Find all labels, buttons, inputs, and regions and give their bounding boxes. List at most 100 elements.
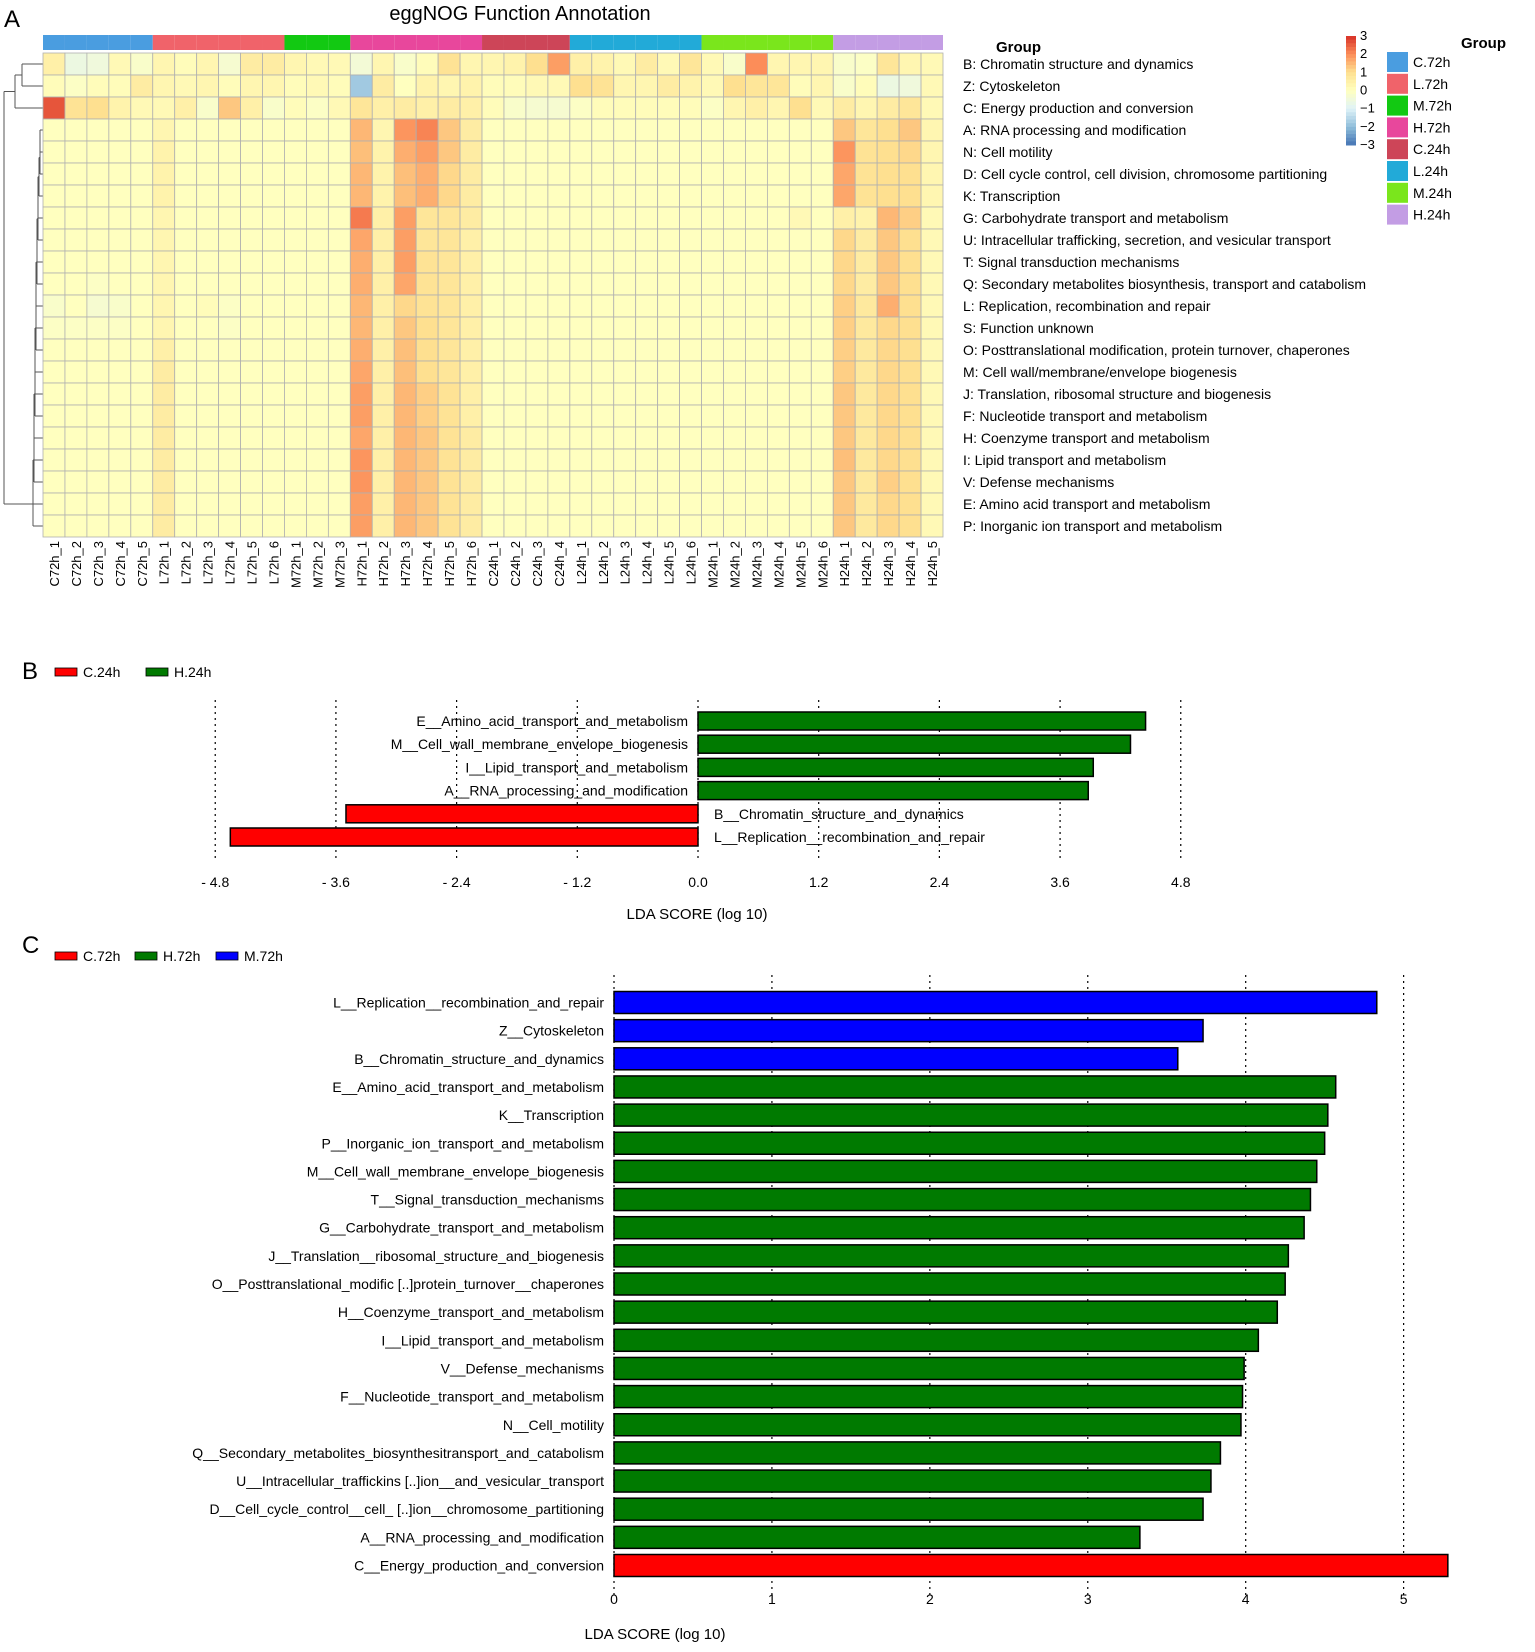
heatmap-cell: [262, 250, 285, 274]
heatmap-cell: [437, 140, 461, 164]
heatmap-cell: [723, 514, 746, 538]
heatmap-cell: [788, 140, 812, 164]
heatmap-cell: [569, 272, 593, 296]
heatmap-row-label: M: Cell wall/membrane/envelope biogenesi…: [963, 364, 1237, 380]
panel-a-label: A: [4, 6, 20, 33]
panel-c: C C.72h H.72h M.72h L__Replication__recomb…: [22, 932, 1449, 1643]
heatmap-cell: [240, 470, 263, 494]
heatmap-cell: [130, 250, 154, 274]
heatmap-cell: [459, 338, 483, 362]
heatmap-cell: [854, 162, 878, 186]
heatmap-cell: [766, 448, 790, 472]
heatmap-cell: [788, 52, 812, 76]
heatmap-cell: [503, 338, 527, 362]
heatmap-cell: [898, 316, 922, 340]
heatmap-cell: [86, 492, 110, 516]
heatmap-cell: [284, 448, 307, 472]
heatmap-cell: [42, 492, 66, 516]
heatmap-cell: [262, 470, 285, 494]
heatmap-cell: [898, 404, 922, 428]
heatmap-cell: [86, 426, 110, 450]
heatmap-cell: [152, 448, 176, 472]
heatmap-cell: [262, 206, 285, 230]
heatmap-cell: [218, 360, 241, 384]
heatmap-cell: [349, 492, 373, 516]
heatmap-cell: [284, 316, 307, 340]
heatmap-cell: [64, 206, 88, 230]
heatmap-cell: [64, 250, 88, 274]
heatmap-cell: [459, 52, 483, 76]
lda-bar-label: T__Signal_transduction_mechanisms: [371, 1192, 604, 1208]
heatmap-cell: [218, 184, 241, 208]
heatmap-cell: [525, 316, 549, 340]
heatmap-cell: [810, 338, 834, 362]
heatmap-cell: [64, 338, 88, 362]
heatmap-column-label: C72h_5: [135, 541, 150, 587]
heatmap-cell: [657, 404, 680, 428]
group-annotation-cell: [679, 35, 702, 50]
heatmap-cell: [745, 294, 768, 318]
heatmap-cell: [218, 228, 241, 252]
heatmap-cell: [503, 184, 527, 208]
heatmap-cell: [86, 448, 110, 472]
heatmap-cell: [613, 360, 637, 384]
group-annotation-cell: [108, 35, 131, 50]
heatmap-cell: [481, 294, 505, 318]
group-legend-label: C.24h: [1413, 141, 1450, 157]
heatmap-cell: [503, 272, 527, 296]
heatmap-cell: [920, 316, 944, 340]
heatmap-cell: [306, 250, 329, 274]
heatmap-cell: [240, 162, 263, 186]
heatmap-cell: [437, 118, 461, 142]
heatmap-cell: [262, 140, 285, 164]
heatmap-cell: [854, 448, 878, 472]
heatmap-cell: [481, 184, 505, 208]
heatmap-cell: [701, 338, 724, 362]
heatmap-cell: [64, 294, 88, 318]
heatmap-cell: [42, 404, 66, 428]
heatmap-cell: [152, 426, 176, 450]
heatmap-cell: [635, 228, 659, 252]
heatmap-column-label: M24h_5: [793, 541, 808, 588]
heatmap-cell: [876, 140, 900, 164]
heatmap-cell: [810, 316, 834, 340]
lda-bar: [613, 1159, 1318, 1184]
heatmap-cell: [766, 206, 790, 230]
heatmap-cell: [262, 162, 285, 186]
heatmap-cell: [745, 470, 768, 494]
heatmap-cell: [854, 206, 878, 230]
heatmap-cell: [547, 162, 571, 186]
heatmap-cell: [130, 316, 154, 340]
group-legend-swatch: [1387, 117, 1408, 138]
heatmap-cell: [42, 470, 66, 494]
group-annotation-cell: [921, 35, 943, 50]
heatmap-cell: [898, 272, 922, 296]
heatmap-cell: [415, 272, 439, 296]
heatmap-cell: [766, 382, 790, 406]
heatmap-cell: [679, 250, 702, 274]
heatmap-cell: [306, 448, 329, 472]
group-annotation-cell: [43, 35, 65, 50]
heatmap-cell: [876, 426, 900, 450]
heatmap-cell: [854, 140, 878, 164]
lda-bar-label: A__RNA_processing_and_modification: [444, 783, 688, 799]
heatmap-cell: [284, 470, 307, 494]
heatmap-cell: [240, 382, 263, 406]
heatmap-cell: [657, 426, 680, 450]
heatmap-cell: [240, 272, 263, 296]
heatmap-cell: [284, 118, 307, 142]
heatmap-cell: [108, 206, 132, 230]
group-annotation-cell: [218, 35, 241, 50]
heatmap-column-label: H72h_4: [420, 541, 435, 587]
heatmap-cell: [393, 52, 417, 76]
heatmap-cell: [876, 448, 900, 472]
heatmap-cell: [810, 228, 834, 252]
heatmap-cell: [371, 250, 395, 274]
heatmap-cell: [613, 426, 637, 450]
heatmap-cell: [547, 228, 571, 252]
lda-bar: [697, 757, 1095, 778]
heatmap-cell: [766, 228, 790, 252]
heatmap-cell: [832, 426, 856, 450]
colorbar: 3 2 1 0 −1 −2 −3: [1346, 28, 1375, 152]
x-tick-label: 1: [768, 1591, 776, 1607]
